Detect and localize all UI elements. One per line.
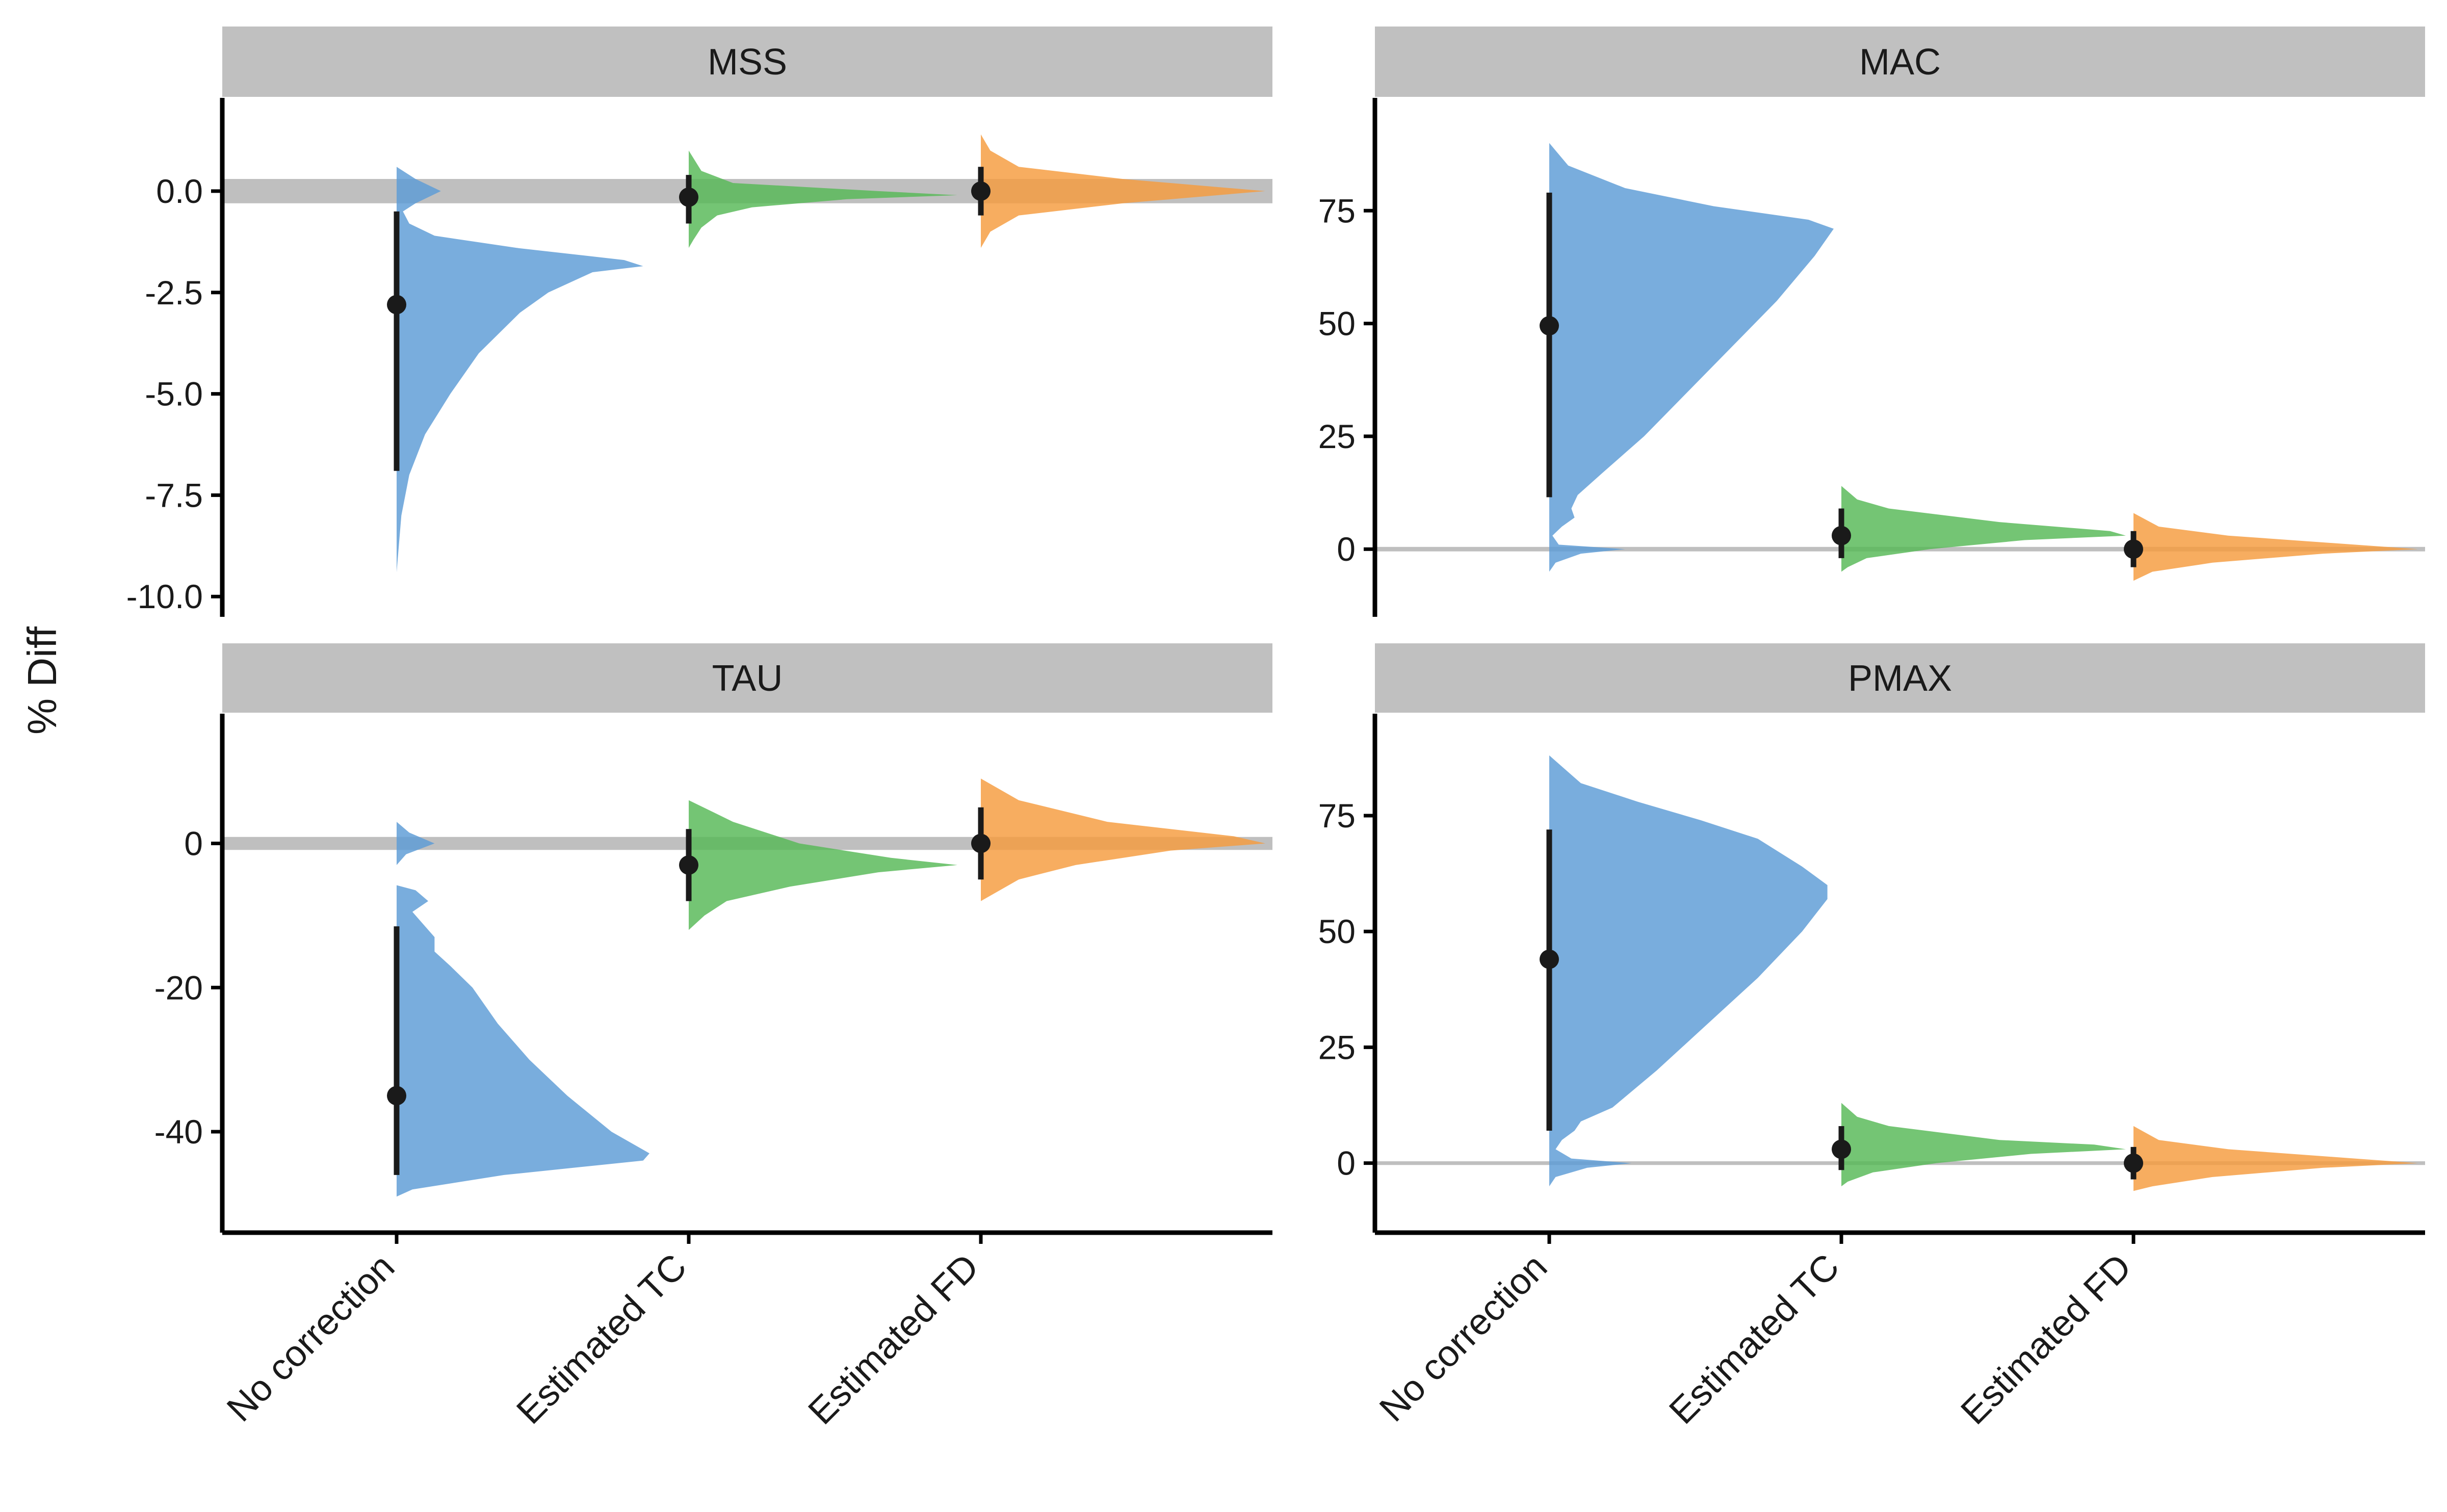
y-tick-label: -40 [154,1113,203,1151]
density-no-correction [397,822,649,1197]
y-axis-label: % Diff [19,626,65,735]
panel-title: TAU [712,658,783,699]
median-point-estimated-fd [2124,539,2143,559]
y-tick-label: 75 [1318,797,1356,835]
density-no-correction [1549,143,1834,572]
median-point-no-correction [387,295,406,315]
density-estimated-tc [689,150,957,248]
y-tick-label: 0 [184,825,203,863]
density-estimated-tc [1841,1103,2126,1187]
panel-strip [1375,643,2425,713]
y-tick-label: -7.5 [145,476,203,514]
y-tick-label: 0 [1337,1144,1356,1182]
median-point-estimated-tc [1832,526,1851,545]
median-point-no-correction [1540,949,1559,969]
median-point-estimated-tc [1832,1139,1851,1159]
panel-mac: MAC 75 50 25 0 [1318,27,2425,617]
y-tick-label: -20 [154,969,203,1006]
panel-strip [222,643,1272,713]
density-no-correction [1549,755,1828,1187]
panel-title: MAC [1859,42,1941,83]
density-estimated-fd [981,134,1265,248]
panel-title: PMAX [1848,658,1952,699]
density-estimated-tc [689,800,957,930]
density-estimated-fd [2133,513,2418,581]
y-tick-label: -10.0 [126,578,203,615]
y-tick-label: 0 [1337,530,1356,568]
y-tick-label: 0.0 [156,172,203,210]
y-tick-label: 25 [1318,1028,1356,1066]
median-point-estimated-fd [971,833,991,853]
panel-strip [222,27,1272,97]
median-point-no-correction [387,1086,406,1106]
density-estimated-tc [1841,486,2126,572]
median-point-estimated-tc [679,187,698,207]
density-no-correction [397,167,643,572]
y-tick-label: -2.5 [145,274,203,311]
y-tick-label: 75 [1318,192,1356,229]
density-estimated-fd [981,778,1265,901]
y-tick-label: 50 [1318,305,1356,343]
density-estimated-fd [2133,1126,2418,1191]
y-tick-label: 25 [1318,418,1356,455]
median-point-estimated-fd [971,181,991,201]
median-point-estimated-fd [2124,1153,2143,1173]
median-point-no-correction [1540,316,1559,336]
median-point-estimated-tc [679,855,698,875]
panel-strip [1375,27,2425,97]
panel-mss: MSS 0.0 -2.5 -5.0 -7.5 -10.0 [126,27,1272,617]
panel-title: MSS [708,42,787,83]
y-tick-label: -5.0 [145,375,203,413]
y-tick-label: 50 [1318,913,1356,950]
